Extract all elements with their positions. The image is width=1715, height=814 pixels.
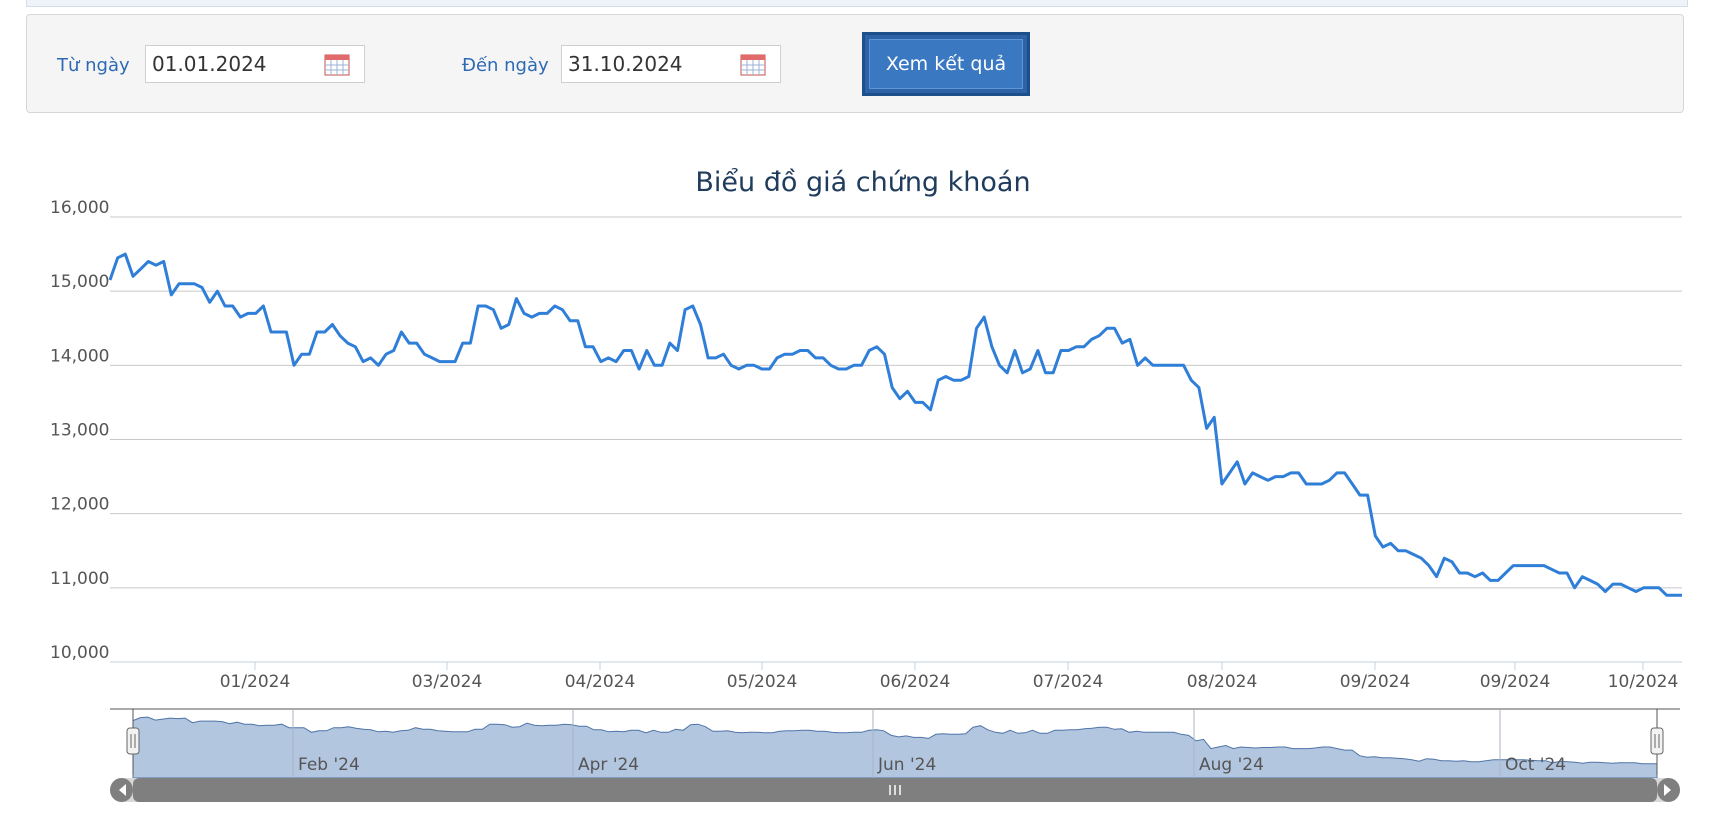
calendar-icon[interactable]: [324, 52, 350, 76]
arrow-right-icon: [1664, 784, 1671, 796]
y-axis-ticks: 10,000 11,000 12,000 13,000 14,000 15,000 16,0…: [50, 198, 109, 663]
calendar-icon[interactable]: [740, 52, 766, 76]
grid-lines: [110, 216, 1682, 663]
from-date-field[interactable]: [145, 45, 365, 83]
y-tick-label: 16,000: [50, 198, 109, 218]
x-tick-label: 06/2024: [880, 672, 951, 692]
navigator-ticks: Feb '24 Apr '24 Jun '24 Aug '24 Oct '24: [292, 709, 1566, 778]
x-tick-label: 09/2024: [1480, 672, 1551, 692]
y-tick-label: 13,000: [50, 421, 109, 441]
x-tick-label: 08/2024: [1187, 672, 1258, 692]
x-tick-label: 04/2024: [565, 672, 636, 692]
scrollbar[interactable]: [110, 778, 1680, 802]
to-date-field[interactable]: [561, 45, 781, 83]
to-date-input[interactable]: [568, 46, 738, 82]
x-tick-label: 09/2024: [1340, 672, 1411, 692]
navigator[interactable]: Feb '24 Apr '24 Jun '24 Aug '24 Oct '24: [110, 708, 1680, 779]
view-results-label: Xem kết quả: [869, 39, 1023, 89]
navigator-series-area: [132, 716, 1658, 779]
x-tick-label: 07/2024: [1033, 672, 1104, 692]
y-tick-label: 11,000: [50, 569, 109, 589]
top-strip: [26, 0, 1688, 7]
y-tick-label: 10,000: [50, 643, 109, 663]
navigator-right-handle[interactable]: [1650, 709, 1664, 775]
x-tick-label: 03/2024: [412, 672, 483, 692]
y-tick-label: 15,000: [50, 272, 109, 292]
arrow-left-icon: [119, 784, 126, 796]
from-date-input[interactable]: [152, 46, 322, 82]
navigator-tick-label: Oct '24: [1505, 755, 1566, 775]
from-date-label: Từ ngày: [57, 55, 130, 76]
y-tick-label: 12,000: [50, 495, 109, 515]
navigator-tick-label: Apr '24: [578, 755, 639, 775]
x-tick-label: 01/2024: [220, 672, 291, 692]
price-line-series: [108, 252, 1682, 597]
navigator-left-handle[interactable]: [126, 709, 140, 775]
x-tick-label: 10/2024: [1608, 672, 1679, 692]
y-tick-label: 14,000: [50, 346, 109, 366]
chart-title: Biểu đồ giá chứng khoán: [695, 167, 1030, 198]
view-results-button[interactable]: Xem kết quả: [862, 32, 1030, 96]
navigator-tick-label: Feb '24: [298, 755, 360, 775]
x-tick-label: 05/2024: [727, 672, 798, 692]
navigator-tick-label: Jun '24: [877, 755, 936, 775]
scroll-left-button[interactable]: [110, 778, 133, 802]
to-date-label: Đến ngày: [462, 55, 549, 76]
navigator-tick-label: Aug '24: [1199, 755, 1264, 775]
x-axis-ticks: 01/2024 03/2024 04/2024 05/2024 06/2024 07/20…: [220, 662, 1679, 692]
scrollbar-grip-icon: [889, 785, 901, 795]
scroll-right-button[interactable]: [1657, 778, 1680, 802]
